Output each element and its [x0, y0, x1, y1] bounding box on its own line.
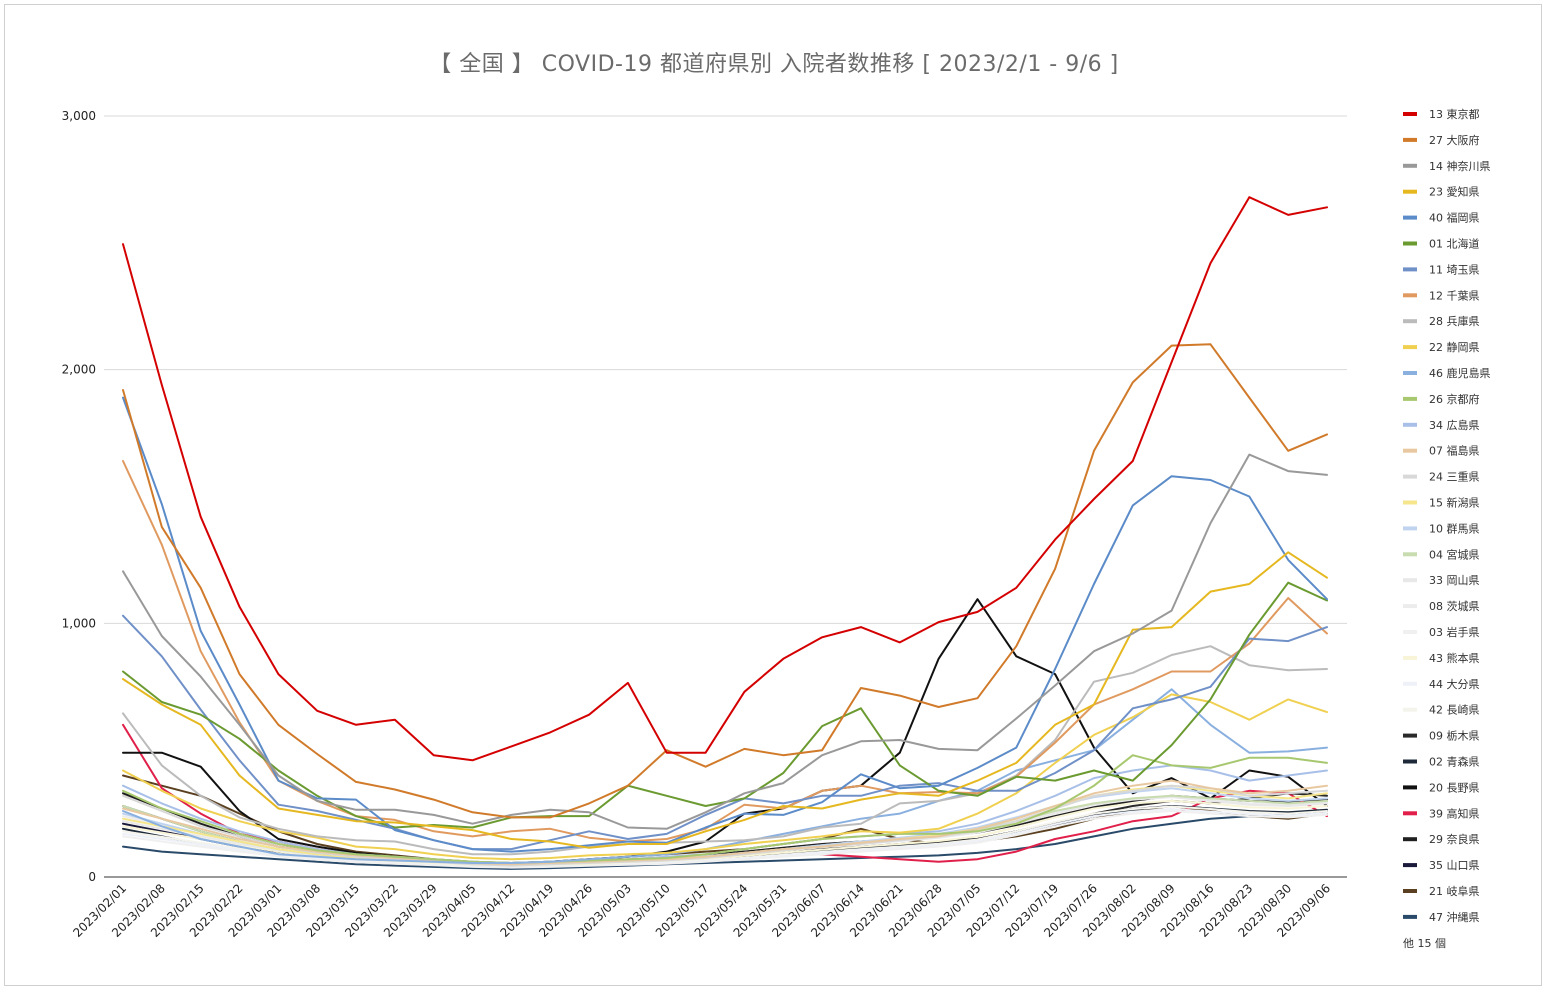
legend-label: 33 岡山県 [1429, 574, 1480, 587]
chart-title: 【 全国 】 COVID-19 都道府県別 入院者数推移 [ 2023/2/1 … [429, 52, 1119, 77]
legend-label: 12 千葉県 [1429, 288, 1480, 302]
legend-label: 13 東京都 [1429, 107, 1480, 121]
series-line [122, 810, 1328, 870]
gridlines [104, 115, 1347, 878]
y-tick-label: 1,000 [62, 616, 96, 630]
legend-label: 24 三重県 [1429, 470, 1480, 484]
legend-more-label: 他 15 個 [1403, 937, 1446, 950]
series-line [122, 614, 1328, 851]
legend-label: 04 宮城県 [1429, 547, 1480, 561]
legend-label: 09 栃木県 [1429, 729, 1480, 743]
legend-label: 03 岩手県 [1429, 625, 1480, 639]
legend-label: 11 埼玉県 [1429, 262, 1480, 276]
series-line [122, 754, 1328, 864]
legend-label: 35 山口県 [1429, 859, 1480, 872]
series-line [122, 688, 1328, 864]
y-tick-label: 3,000 [62, 109, 96, 123]
legend-label: 29 奈良県 [1429, 832, 1480, 846]
y-axis-ticks: 0 1,000 2,000 3,000 [62, 109, 96, 884]
legend-label: 46 鹿児島県 [1429, 366, 1491, 380]
legend-label: 39 高知県 [1429, 806, 1480, 820]
legend-label: 21 岐阜県 [1429, 885, 1480, 898]
y-tick-label: 0 [88, 870, 96, 884]
series-line [122, 453, 1328, 830]
series-line [122, 343, 1328, 819]
legend-label: 20 長野県 [1429, 781, 1480, 794]
series-line [122, 645, 1328, 856]
y-tick-label: 2,000 [62, 363, 96, 377]
legend-label: 40 福岡県 [1429, 211, 1480, 225]
legend-label: 26 京都府 [1429, 392, 1480, 406]
legend-label: 23 愛知県 [1429, 185, 1480, 199]
legend-label: 07 福島県 [1429, 444, 1480, 458]
legend-label: 47 沖縄県 [1429, 910, 1480, 924]
legend-label: 34 広島県 [1429, 418, 1480, 432]
legend-label: 22 静岡県 [1429, 340, 1480, 354]
series-lines [122, 196, 1328, 870]
legend-label: 01 北海道 [1429, 237, 1480, 251]
series-line [122, 810, 1328, 869]
x-axis-ticks: 2023/02/012023/02/082023/02/152023/02/22… [70, 881, 1333, 940]
legend-label: 10 群馬県 [1429, 521, 1480, 535]
legend-label: 43 熊本県 [1429, 651, 1480, 665]
series-line [122, 598, 1328, 864]
legend-label: 02 青森県 [1429, 755, 1480, 769]
legend-label: 44 大分県 [1429, 677, 1480, 691]
legend-label: 15 新潟県 [1429, 496, 1480, 510]
legend-label: 08 茨城県 [1429, 599, 1480, 613]
legend-label: 27 大阪府 [1429, 133, 1480, 147]
legend-label: 28 兵庫県 [1429, 314, 1480, 328]
legend-label: 14 神奈川県 [1429, 159, 1491, 173]
legend: 13 東京都 27 大阪府 14 神奈川県 23 愛知県 40 福岡県 01 北海道 11 … [1403, 107, 1491, 950]
series-line [122, 784, 1328, 867]
series-line [122, 779, 1328, 866]
series-line [122, 460, 1328, 843]
series-line [122, 396, 1328, 853]
series-line [122, 196, 1328, 762]
legend-label: 42 長崎県 [1429, 703, 1480, 717]
series-line [122, 551, 1328, 849]
series-line [122, 693, 1328, 861]
